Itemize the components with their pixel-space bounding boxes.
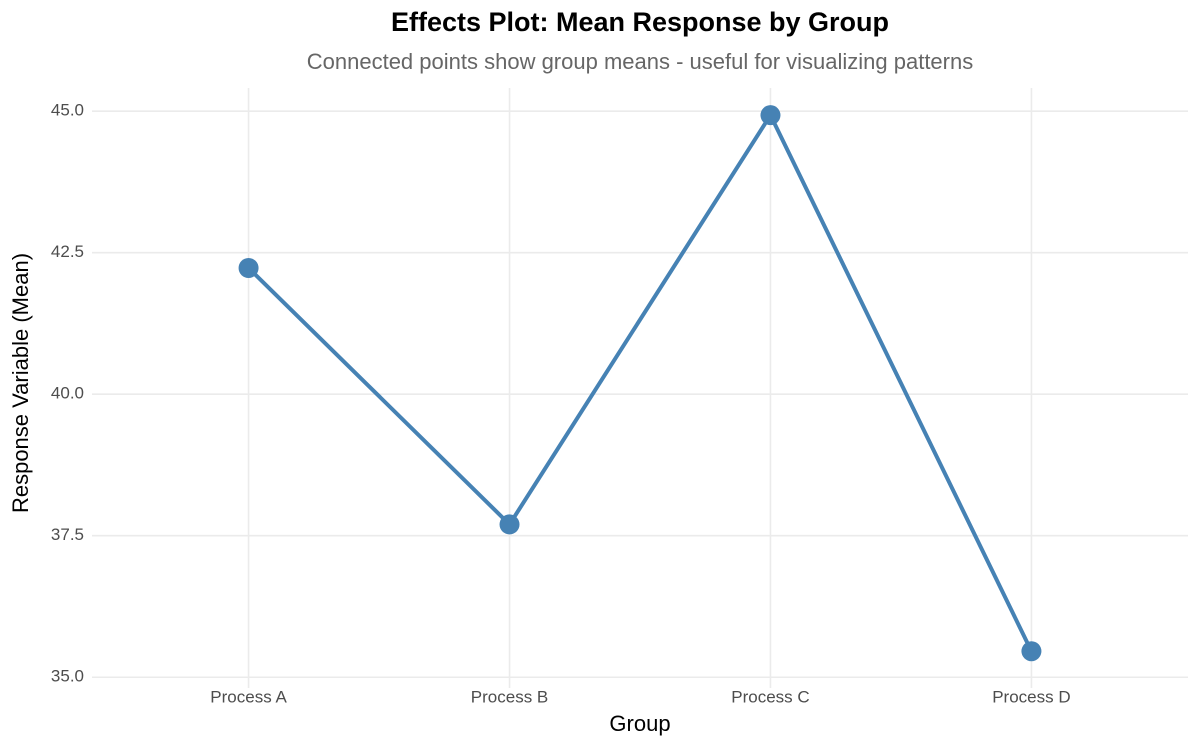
point	[1021, 641, 1042, 662]
point	[238, 258, 259, 278]
y-axis-label: Response Variable (Mean)	[8, 253, 33, 513]
chart-subtitle: Connected points show group means - usef…	[307, 49, 973, 74]
y-tick-label: 40.0	[51, 384, 84, 403]
y-tick-label: 42.5	[51, 242, 84, 261]
chart-title: Effects Plot: Mean Response by Group	[391, 7, 889, 37]
y-tick-label: 45.0	[51, 101, 84, 120]
x-tick-label: Process C	[731, 687, 809, 706]
point	[760, 105, 781, 126]
x-tick-label: Process B	[471, 687, 548, 706]
point	[499, 514, 520, 535]
x-tick-label: Process D	[992, 687, 1070, 706]
x-tick-label: Process A	[210, 687, 287, 706]
x-axis-label: Group	[609, 711, 670, 736]
y-tick-label: 37.5	[51, 525, 84, 544]
line	[247, 111, 1034, 653]
y-tick-label: 35.0	[51, 667, 84, 686]
